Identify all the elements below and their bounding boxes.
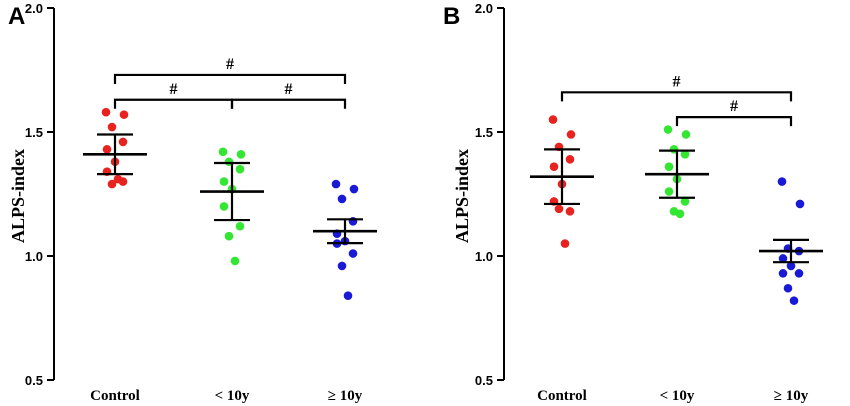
sig-bracket-a-2: # xyxy=(113,56,347,84)
data-point-a-control-8 xyxy=(107,179,117,189)
sig-label-b-1: # xyxy=(730,98,738,115)
sig-label-a-0: # xyxy=(170,81,178,98)
panel-letter-a: A xyxy=(8,3,25,30)
y-axis-label-b: ALPS-index xyxy=(452,149,472,243)
data-point-a-under-10y-8 xyxy=(224,231,234,241)
group-b-control: Control xyxy=(530,115,594,404)
y-tick-label-a-1: 1.0 xyxy=(25,249,43,264)
data-point-a-over-10y-2 xyxy=(337,194,347,204)
data-groups-b: Control < 10y ≥ 10y xyxy=(530,115,823,404)
data-point-a-over-10y-8 xyxy=(337,261,347,271)
category-label-b-under-10y: < 10y xyxy=(660,388,695,404)
category-label-a-under-10y: < 10y xyxy=(215,388,250,404)
sig-label-a-1: # xyxy=(285,81,293,98)
data-point-a-control-2 xyxy=(107,122,117,132)
data-point-a-over-10y-0 xyxy=(331,179,341,189)
data-point-b-over-10y-5 xyxy=(786,261,796,271)
category-label-b-control: Control xyxy=(537,388,587,404)
y-tick-label-a-0: 0.5 xyxy=(25,373,43,388)
y-tick-label-a-3: 2.0 xyxy=(25,1,43,16)
data-point-a-under-10y-1 xyxy=(236,150,246,159)
data-point-b-control-8 xyxy=(554,204,564,214)
sig-bracket-a-0: # xyxy=(113,81,234,109)
sig-bracket-line-b-0 xyxy=(560,91,793,102)
panel-b: B ALPS-index 0.51.01.52.0 ## Control < 10… xyxy=(443,1,823,404)
sig-label-b-0: # xyxy=(673,73,681,90)
data-point-b-under-10y-9 xyxy=(675,209,685,219)
data-point-a-under-10y-0 xyxy=(218,147,228,157)
data-point-b-over-10y-0 xyxy=(777,177,787,186)
sig-bracket-line-a-0 xyxy=(113,98,234,109)
data-point-a-over-10y-9 xyxy=(343,291,353,300)
data-point-b-under-10y-3 xyxy=(680,150,690,159)
data-point-b-control-4 xyxy=(549,162,559,172)
y-tick-label-b-1: 1.0 xyxy=(475,249,493,264)
data-point-b-control-9 xyxy=(560,239,570,248)
data-point-a-under-10y-7 xyxy=(235,221,245,231)
panel-letter-b: B xyxy=(443,3,460,30)
category-label-a-over-10y: ≥ 10y xyxy=(328,388,363,404)
group-b-under-10y: < 10y xyxy=(645,125,709,404)
data-point-b-over-10y-9 xyxy=(789,296,799,305)
data-point-b-under-10y-6 xyxy=(664,187,674,196)
sig-label-a-2: # xyxy=(226,56,234,73)
data-point-a-control-4 xyxy=(102,145,112,154)
data-point-b-control-7 xyxy=(565,207,575,216)
group-a-over-10y: ≥ 10y xyxy=(313,179,377,404)
y-axis-label-a: ALPS-index xyxy=(8,149,28,243)
data-point-a-under-10y-3 xyxy=(235,164,245,174)
data-point-a-under-10y-4 xyxy=(219,177,229,186)
group-b-over-10y: ≥ 10y xyxy=(759,177,823,404)
data-point-a-control-9 xyxy=(113,174,123,184)
data-point-b-under-10y-1 xyxy=(681,130,691,139)
data-point-b-control-1 xyxy=(566,130,576,139)
sig-bracket-line-a-2 xyxy=(113,73,347,84)
data-point-a-control-1 xyxy=(119,110,129,119)
data-point-b-under-10y-7 xyxy=(680,197,690,206)
sig-bracket-line-a-1 xyxy=(230,98,347,109)
y-tick-label-b-0: 0.5 xyxy=(475,373,493,388)
sig-bracket-line-b-1 xyxy=(675,116,793,127)
data-groups-a: Control < 10y ≥ 10y xyxy=(83,107,377,404)
category-label-a-control: Control xyxy=(90,388,140,404)
panel-a: A ALPS-index 0.5 1.0 1.5 2.0 # # # Control < 1… xyxy=(8,1,377,404)
y-tick-label-b-3: 2.0 xyxy=(475,1,493,16)
data-point-a-over-10y-1 xyxy=(349,184,359,194)
significance-brackets-a: # # # xyxy=(113,56,347,109)
category-label-b-over-10y: ≥ 10y xyxy=(774,388,809,404)
sig-bracket-b-0: # xyxy=(560,73,793,102)
data-point-a-under-10y-6 xyxy=(219,202,229,211)
data-point-a-control-0 xyxy=(101,107,111,117)
group-a-under-10y: < 10y xyxy=(200,147,264,404)
data-point-a-control-3 xyxy=(118,137,128,147)
sig-bracket-b-1: # xyxy=(675,98,793,127)
data-point-a-over-10y-7 xyxy=(348,249,358,258)
data-point-b-over-10y-6 xyxy=(778,269,788,278)
y-tick-label-b-2: 1.5 xyxy=(475,125,493,140)
significance-brackets-b: ## xyxy=(560,73,793,127)
data-point-b-control-0 xyxy=(548,115,558,124)
y-tick-label-a-2: 1.5 xyxy=(25,125,43,140)
data-point-b-over-10y-8 xyxy=(783,283,793,293)
data-point-b-over-10y-7 xyxy=(794,269,804,278)
data-point-b-under-10y-0 xyxy=(663,125,673,134)
data-point-b-over-10y-4 xyxy=(778,254,788,263)
y-ticks-b: 0.5 1.0 1.5 2.0 xyxy=(475,1,504,388)
group-a-control: Control xyxy=(83,107,147,404)
data-point-b-over-10y-1 xyxy=(795,199,805,209)
data-point-a-under-10y-9 xyxy=(230,256,240,266)
data-point-b-under-10y-4 xyxy=(664,162,674,172)
y-ticks-a: 0.5 1.0 1.5 2.0 xyxy=(25,1,54,388)
data-point-b-control-3 xyxy=(565,154,575,164)
sig-bracket-a-1: # xyxy=(230,81,347,109)
